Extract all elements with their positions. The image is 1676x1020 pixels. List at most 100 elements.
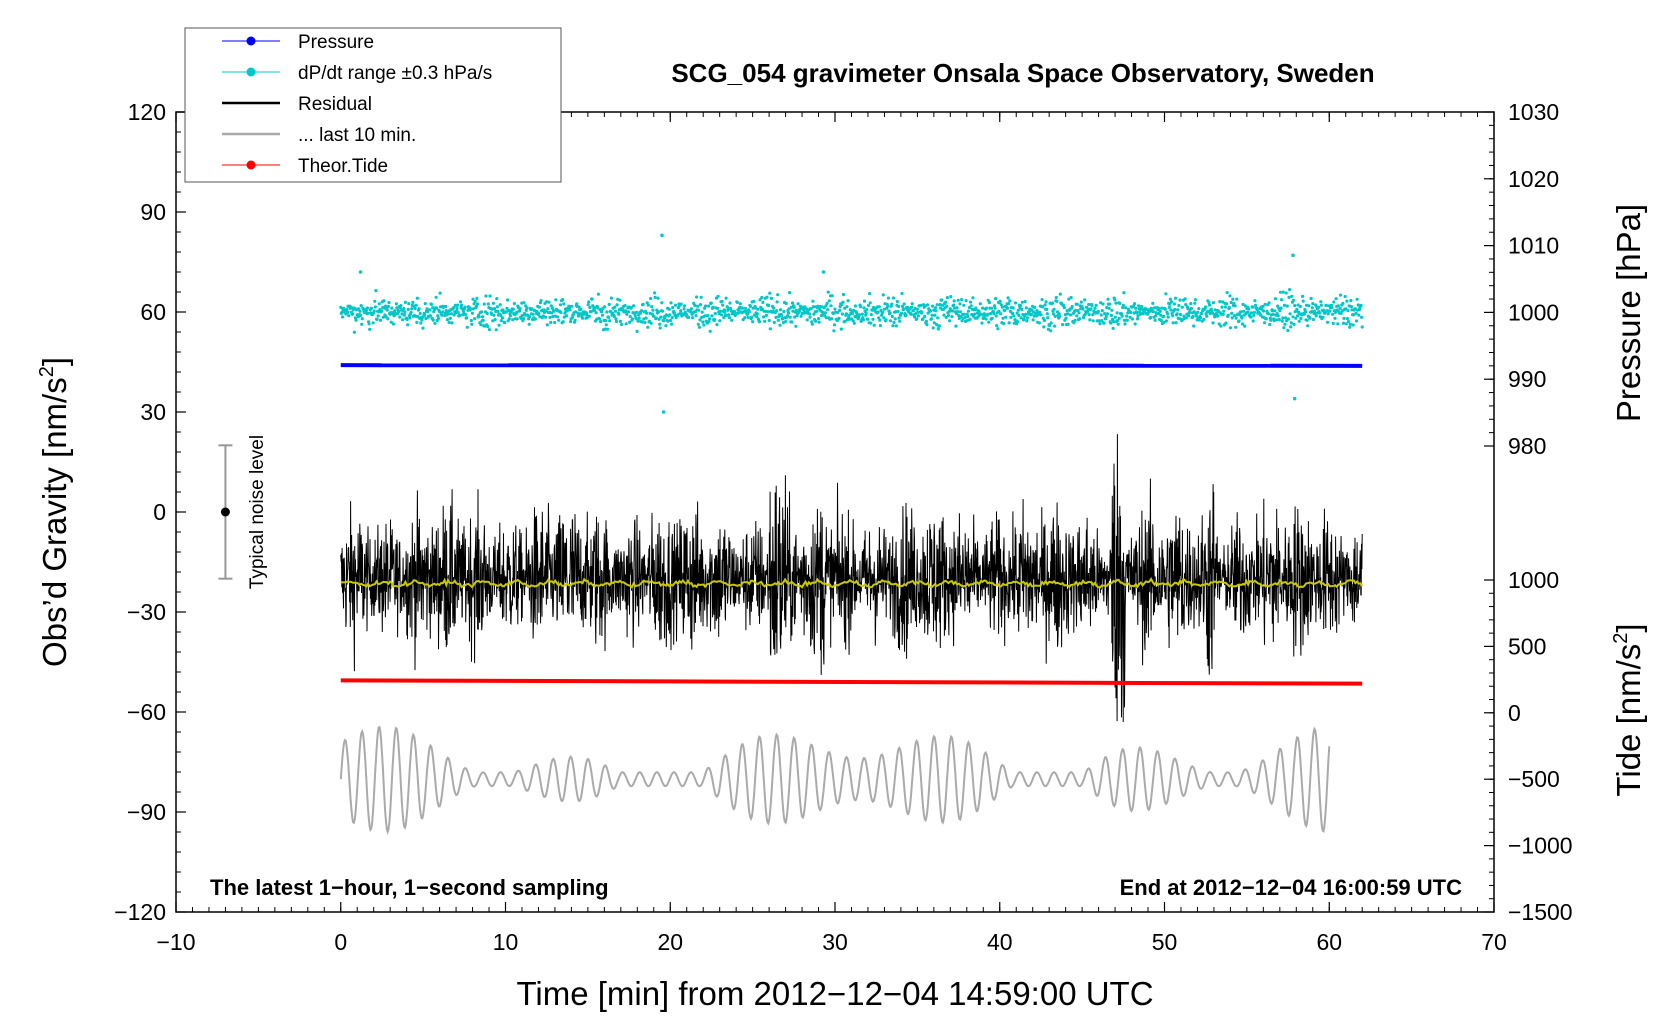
dpdt-point	[937, 324, 942, 328]
dpdt-point	[549, 320, 553, 324]
dpdt-point	[1124, 306, 1128, 310]
dpdt-point	[897, 304, 901, 309]
dpdt-point	[497, 323, 501, 327]
dpdt-point	[1058, 292, 1062, 296]
dpdt-point	[1360, 325, 1364, 329]
dpdt-point	[1061, 323, 1065, 327]
dpdt-point	[694, 314, 698, 318]
dpdt-point	[1224, 321, 1228, 325]
x-axis-title: Time [min] from 2012−12−04 14:59:00 UTC	[516, 975, 1153, 1012]
dpdt-point	[498, 303, 502, 307]
dpdt-point	[738, 302, 742, 306]
dpdt-point	[428, 308, 432, 312]
dpdt-point	[614, 317, 618, 321]
dpdt-point	[1318, 311, 1322, 315]
dpdt-point	[942, 313, 946, 317]
dpdt-point	[1111, 326, 1115, 330]
y-left-tick-label: 120	[128, 99, 166, 125]
dpdt-point	[1240, 316, 1244, 320]
dpdt-point	[613, 305, 617, 309]
dpdt-point	[486, 324, 490, 329]
y-left-tick-label: −30	[127, 599, 166, 625]
dpdt-point	[1321, 315, 1325, 319]
dpdt-point	[406, 307, 410, 312]
chart-title: SCG_054 gravimeter Onsala Space Observat…	[671, 58, 1374, 88]
dpdt-point	[511, 318, 515, 322]
dpdt-point	[419, 321, 423, 325]
dpdt-point	[397, 310, 401, 314]
dpdt-outlier	[1291, 253, 1295, 258]
dpdt-point	[1205, 314, 1209, 318]
dpdt-point	[864, 311, 868, 315]
dpdt-point	[900, 291, 904, 296]
dpdt-point	[855, 311, 859, 315]
dpdt-point	[700, 310, 704, 314]
dpdt-point	[706, 304, 711, 308]
dpdt-point	[1023, 299, 1027, 304]
dpdt-point	[852, 321, 856, 325]
pressure-tick-label: 980	[1508, 433, 1546, 459]
dpdt-point	[839, 327, 843, 331]
dpdt-point	[1247, 307, 1251, 311]
dpdt-point	[1040, 298, 1044, 302]
dpdt-point	[1347, 320, 1351, 324]
series-pressure	[340, 363, 1363, 368]
dpdt-point	[980, 321, 984, 325]
dpdt-point	[365, 306, 369, 310]
dpdt-point	[995, 324, 999, 328]
dpdt-point	[757, 320, 762, 324]
dpdt-point	[386, 317, 390, 321]
dpdt-point	[473, 317, 477, 321]
dpdt-point	[829, 304, 833, 308]
dpdt-point	[1022, 317, 1026, 321]
dpdt-point	[481, 315, 485, 319]
dpdt-point	[1079, 300, 1083, 304]
dpdt-point	[1270, 309, 1275, 313]
dpdt-point	[1360, 315, 1364, 319]
dpdt-point	[1072, 321, 1076, 325]
dpdt-point	[500, 316, 505, 320]
dpdt-point	[603, 327, 607, 331]
x-tick-label: 20	[657, 929, 683, 955]
dpdt-point	[1073, 318, 1077, 322]
dpdt-point	[697, 325, 702, 329]
dpdt-point	[1233, 304, 1237, 308]
dpdt-point	[888, 311, 892, 315]
dpdt-point	[1100, 309, 1104, 313]
dpdt-point	[1049, 329, 1053, 333]
dpdt-point	[401, 318, 405, 322]
dpdt-point	[380, 309, 384, 313]
dpdt-point	[1299, 316, 1303, 321]
dpdt-point	[628, 320, 632, 324]
dpdt-point	[956, 298, 960, 302]
dpdt-point	[410, 307, 414, 311]
pressure-tick-label: 1010	[1508, 233, 1559, 259]
dpdt-point	[1227, 306, 1231, 310]
dpdt-point	[1354, 319, 1359, 323]
dpdt-point	[969, 304, 973, 308]
dpdt-point	[1237, 319, 1241, 323]
dpdt-point	[403, 310, 407, 314]
dpdt-point	[1269, 318, 1273, 322]
dpdt-point	[1148, 315, 1153, 320]
dpdt-point	[1046, 316, 1050, 320]
dpdt-point	[718, 319, 722, 323]
dpdt-point	[1290, 294, 1294, 298]
dpdt-point	[640, 320, 644, 324]
dpdt-point	[729, 306, 733, 311]
dpdt-point	[1277, 306, 1281, 310]
dpdt-point	[790, 301, 795, 305]
dpdt-point	[699, 295, 703, 299]
dpdt-point	[784, 301, 788, 306]
dpdt-point	[1118, 301, 1122, 305]
dpdt-point	[368, 327, 372, 331]
dpdt-point	[825, 301, 829, 305]
dpdt-point	[1343, 295, 1347, 299]
dpdt-point	[653, 295, 657, 299]
dpdt-point	[780, 314, 784, 318]
dpdt-point	[626, 310, 631, 314]
dpdt-point	[750, 315, 754, 319]
dpdt-point	[1277, 318, 1281, 322]
dpdt-point	[575, 302, 579, 306]
dpdt-point	[1136, 314, 1140, 318]
